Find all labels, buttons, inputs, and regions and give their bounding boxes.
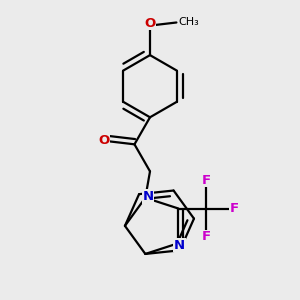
Text: O: O xyxy=(98,134,110,147)
Text: F: F xyxy=(202,230,211,243)
Text: O: O xyxy=(144,17,156,30)
Text: F: F xyxy=(202,174,211,187)
Text: N: N xyxy=(142,190,154,203)
Text: CH₃: CH₃ xyxy=(178,17,199,27)
Text: N: N xyxy=(174,239,185,252)
Text: F: F xyxy=(230,202,239,215)
